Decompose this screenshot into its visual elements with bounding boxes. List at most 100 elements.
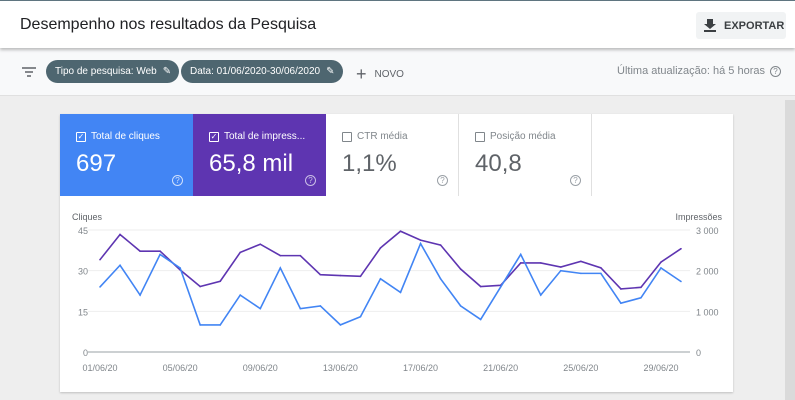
data-point — [259, 307, 262, 310]
data-point — [159, 253, 161, 256]
checkbox-checked-icon[interactable]: ✓ — [76, 131, 86, 142]
help-icon[interactable]: ? — [172, 175, 183, 186]
series-line-clicks — [99, 241, 682, 326]
y-tick-right: 2 000 — [696, 267, 719, 277]
new-label: NOVO — [374, 69, 404, 80]
metric-value: 697 — [76, 150, 117, 177]
data-point — [600, 267, 602, 269]
y-tick-right: 0 — [696, 348, 701, 358]
download-icon — [704, 19, 716, 32]
data-point — [199, 324, 201, 326]
data-point — [539, 294, 542, 296]
data-point — [539, 262, 542, 264]
data-point — [439, 278, 442, 280]
y-tick-left: 45 — [78, 226, 88, 236]
filter-icon[interactable] — [22, 67, 36, 77]
data-point — [159, 250, 161, 252]
data-point — [479, 318, 482, 321]
data-point — [239, 294, 242, 296]
y-tick-left: 30 — [78, 267, 88, 277]
y-tick-left: 0 — [83, 348, 88, 358]
page-header: Desempenho nos resultados da Pesquisa EX… — [0, 0, 795, 48]
data-point — [99, 286, 101, 288]
data-point — [439, 244, 442, 246]
data-point — [219, 280, 222, 283]
data-point — [479, 285, 482, 288]
data-point — [279, 254, 282, 257]
last-updated: Última atualização: há 5 horas ? — [617, 65, 781, 77]
data-point — [359, 275, 362, 278]
data-point — [600, 272, 602, 275]
search-type-chip[interactable]: Tipo de pesquisa: Web ✎ — [46, 60, 180, 83]
edit-icon: ✎ — [162, 66, 172, 77]
new-filter-button[interactable]: + NOVO — [356, 64, 404, 85]
metric-impressions[interactable]: ✓ Total de impress... 65,8 mil ? — [193, 114, 326, 196]
metric-value: 40,8 — [475, 150, 522, 177]
data-point — [499, 286, 502, 288]
data-point — [299, 307, 302, 310]
data-point — [199, 285, 201, 288]
metric-label: Total de impress... — [224, 131, 306, 142]
data-point — [239, 251, 242, 254]
checkbox-icon[interactable] — [475, 131, 485, 142]
data-point — [119, 233, 121, 236]
x-tick: 21/06/20 — [483, 363, 518, 373]
data-point — [139, 250, 141, 252]
data-point — [399, 230, 402, 233]
edit-icon: ✎ — [326, 66, 335, 77]
data-point — [379, 247, 382, 249]
data-point — [419, 242, 422, 245]
performance-card: ✓ Total de cliques 697 ? ✓ Total de impres… — [60, 114, 733, 392]
data-point — [559, 269, 562, 272]
metric-label: Total de cliques — [91, 131, 160, 142]
data-point — [580, 260, 582, 263]
x-tick: 05/06/20 — [163, 363, 198, 373]
metric-label: CTR média — [357, 131, 408, 142]
data-point — [259, 243, 262, 246]
y-tick-right: 1 000 — [696, 307, 719, 317]
x-tick: 25/06/20 — [563, 363, 598, 373]
y-axis-label-left: Cliques — [72, 212, 103, 222]
data-point — [319, 273, 322, 276]
help-icon[interactable]: ? — [770, 65, 781, 77]
data-point — [640, 286, 642, 289]
metric-value: 1,1% — [342, 150, 397, 177]
y-tick-left: 15 — [78, 307, 88, 317]
data-point — [179, 267, 181, 269]
data-point — [459, 268, 462, 270]
export-label: EXPORTAR — [724, 19, 785, 32]
y-axis-label-right: Impressões — [675, 212, 722, 222]
metric-position[interactable]: Posição média 40,8 ? — [459, 114, 592, 196]
metric-clicks[interactable]: ✓ Total de cliques 697 ? — [60, 114, 193, 196]
x-tick: 13/06/20 — [323, 363, 358, 373]
data-point — [139, 294, 141, 296]
export-button[interactable]: EXPORTAR — [696, 12, 786, 39]
data-point — [219, 324, 222, 326]
checkbox-icon[interactable] — [342, 131, 352, 142]
data-point — [660, 267, 662, 269]
x-tick: 29/06/20 — [643, 363, 678, 373]
data-point — [399, 291, 402, 294]
help-icon[interactable]: ? — [305, 175, 316, 186]
scrollbar[interactable] — [785, 100, 795, 400]
metric-ctr[interactable]: CTR média 1,1% ? — [326, 114, 459, 196]
chip-label: Data: 01/06/2020-30/06/2020 — [190, 66, 321, 77]
data-point — [339, 274, 342, 277]
chip-label: Tipo de pesquisa: Web — [55, 66, 157, 77]
x-tick: 17/06/20 — [403, 363, 438, 373]
data-point — [119, 264, 121, 267]
data-point — [519, 262, 522, 264]
data-point — [680, 247, 682, 250]
filter-toolbar: Tipo de pesquisa: Web ✎ Data: 01/06/2020… — [0, 48, 795, 96]
metric-value: 65,8 mil — [209, 150, 294, 177]
data-point — [279, 267, 282, 269]
checkbox-checked-icon[interactable]: ✓ — [209, 131, 219, 142]
data-point — [680, 280, 682, 283]
help-icon[interactable]: ? — [437, 175, 448, 186]
page-title: Desempenho nos resultados da Pesquisa — [20, 16, 317, 33]
data-point — [319, 305, 322, 307]
series-line-impressions — [99, 230, 682, 290]
date-chip[interactable]: Data: 01/06/2020-30/06/2020 ✎ — [181, 60, 343, 83]
help-icon[interactable]: ? — [570, 175, 581, 186]
